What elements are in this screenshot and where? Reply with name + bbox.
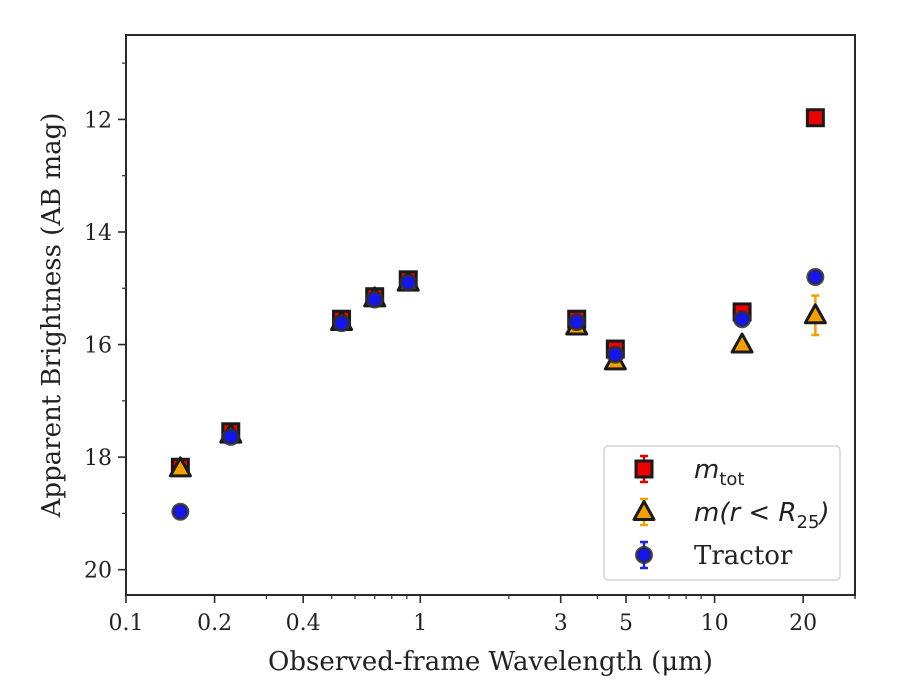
circle-marker bbox=[399, 273, 418, 292]
legend-label: m(r < R25) bbox=[694, 498, 830, 533]
y-tick-label: 12 bbox=[84, 108, 112, 133]
x-tick-label: 0.2 bbox=[197, 611, 232, 636]
y-axis-title: Apparent Brightness (AB mag) bbox=[37, 113, 67, 519]
y-axis: 12 14 16 18 20 bbox=[84, 62, 126, 584]
series-2 bbox=[171, 268, 825, 521]
circle-marker bbox=[365, 290, 384, 309]
circle-marker bbox=[567, 313, 586, 332]
x-tick-label: 0.4 bbox=[286, 611, 321, 636]
y-tick-label: 16 bbox=[84, 334, 112, 359]
triangle-marker bbox=[168, 456, 192, 478]
legend: mtot m(r < R25) Tractor bbox=[603, 445, 841, 581]
circle-marker bbox=[806, 268, 825, 287]
y-tick-label: 18 bbox=[84, 446, 112, 471]
data-markers bbox=[168, 108, 827, 521]
legend-triangle-marker bbox=[632, 500, 656, 521]
legend-label: Tractor bbox=[694, 541, 793, 571]
circle-marker bbox=[171, 502, 190, 521]
circle-marker bbox=[332, 314, 351, 333]
circle-marker bbox=[606, 345, 625, 364]
triangle-marker bbox=[730, 332, 754, 354]
x-tick-label: 1 bbox=[413, 611, 427, 636]
circle-marker bbox=[221, 427, 240, 446]
triangle-marker bbox=[803, 303, 827, 325]
x-axis: 0.1 0.2 0.4 1 3 5 10 20 bbox=[109, 595, 856, 636]
x-tick-label: 0.1 bbox=[109, 611, 144, 636]
legend-circle-marker bbox=[635, 546, 653, 564]
x-tick-label: 3 bbox=[554, 611, 568, 636]
y-tick-label: 14 bbox=[84, 221, 112, 246]
circle-marker bbox=[733, 310, 752, 329]
y-tick-label: 20 bbox=[84, 559, 112, 584]
x-axis-title: Observed-frame Wavelength (μm) bbox=[268, 647, 713, 677]
legend-box bbox=[603, 445, 841, 581]
x-tick-label: 10 bbox=[701, 611, 729, 636]
square-marker bbox=[805, 108, 825, 128]
legend-square-marker bbox=[634, 459, 654, 479]
x-tick-label: 20 bbox=[789, 611, 817, 636]
x-tick-label: 5 bbox=[619, 611, 633, 636]
legend-label: mtot bbox=[694, 455, 744, 490]
